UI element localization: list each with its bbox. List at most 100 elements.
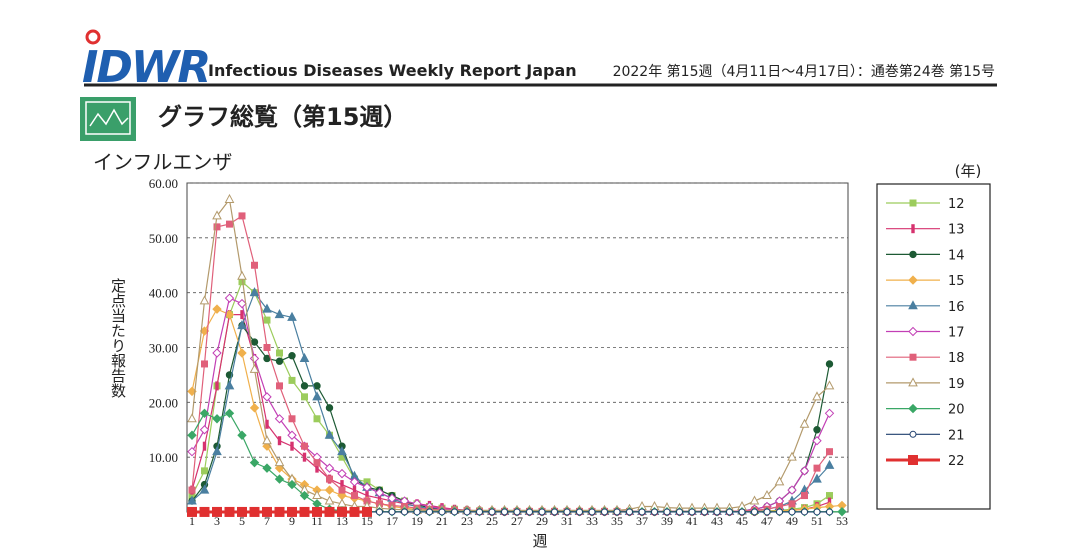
legend-title: (年) [955, 162, 982, 180]
marker [324, 495, 335, 505]
marker [337, 506, 347, 517]
legend-label: 16 [948, 300, 965, 315]
marker [263, 344, 271, 351]
marker [426, 508, 433, 516]
legend-label: 20 [948, 403, 965, 418]
marker [249, 363, 260, 373]
marker [199, 425, 210, 435]
marker [250, 338, 259, 346]
legend-label: 18 [948, 351, 965, 366]
x-tick-label: 21 [436, 514, 448, 528]
marker [787, 485, 797, 495]
marker [909, 430, 917, 438]
marker [300, 382, 309, 390]
marker [263, 316, 271, 324]
marker [325, 404, 334, 412]
marker [187, 430, 197, 440]
marker [276, 349, 283, 357]
marker [812, 391, 822, 401]
marker [224, 408, 235, 419]
y-tick-label: 60.00 [149, 176, 178, 191]
marker [237, 430, 247, 440]
marker [274, 474, 285, 484]
x-tick-label: 27 [511, 514, 523, 528]
x-tick-label: 39 [661, 514, 673, 528]
marker [299, 490, 310, 501]
series-line [191, 297, 831, 513]
series [187, 408, 847, 517]
legend-label: 22 [948, 454, 965, 469]
marker [215, 381, 219, 391]
legend-box [876, 183, 991, 510]
marker [288, 352, 296, 360]
marker [613, 508, 621, 516]
y-tick-label: 30.00 [149, 341, 178, 356]
marker [324, 485, 335, 495]
marker [212, 304, 222, 314]
legend-label: 12 [948, 197, 965, 212]
x-tick-label: 31 [561, 514, 573, 528]
marker [825, 360, 834, 368]
issue: 2022年 第15週（4月11日～4月17日）：通巻第24巻 第15号 [613, 63, 995, 80]
marker [313, 459, 321, 467]
legend-label: 19 [948, 377, 965, 392]
x-tick-label: 47 [761, 514, 773, 528]
marker [908, 275, 918, 285]
marker [826, 508, 833, 516]
marker [324, 429, 335, 439]
x-tick-label: 37 [636, 514, 648, 528]
legend-label: 13 [948, 223, 965, 238]
marker [262, 435, 272, 445]
marker [237, 298, 247, 309]
marker [199, 295, 210, 305]
marker [908, 403, 918, 414]
x-tick-label: 11 [311, 514, 323, 528]
x-tick-label: 15 [361, 514, 373, 528]
marker [576, 508, 583, 516]
y-tick-label: 10.00 [149, 450, 178, 465]
logo-mark [85, 29, 101, 45]
marker [212, 506, 222, 517]
marker [909, 199, 917, 207]
marker [349, 506, 360, 517]
marker [787, 451, 797, 461]
marker [362, 506, 372, 517]
marker [274, 506, 285, 517]
marker [911, 224, 915, 234]
marker [326, 475, 333, 483]
marker [713, 508, 721, 516]
marker [374, 488, 385, 498]
marker [240, 310, 244, 320]
marker [763, 508, 771, 516]
marker [538, 508, 546, 516]
marker [251, 261, 258, 269]
marker [202, 441, 207, 451]
series [188, 212, 833, 515]
x-tick-label: 13 [336, 514, 348, 528]
marker [312, 506, 322, 517]
marker [299, 352, 310, 362]
marker [349, 477, 360, 487]
legend-label: 21 [948, 428, 965, 443]
marker [212, 414, 222, 424]
subtitle: Infectious Diseases Weekly Report Japan [208, 61, 577, 80]
marker [376, 508, 383, 516]
marker [601, 508, 608, 516]
marker [726, 508, 733, 516]
marker [301, 442, 308, 450]
x-tick-label: 23 [461, 514, 473, 528]
marker [801, 492, 808, 500]
x-tick-label: 17 [386, 514, 398, 528]
marker [824, 380, 835, 390]
marker [302, 452, 307, 462]
marker [249, 353, 260, 364]
marker [187, 506, 197, 517]
marker [563, 508, 571, 516]
marker [824, 459, 835, 469]
series-line [191, 412, 842, 513]
marker [824, 408, 835, 419]
marker [187, 446, 197, 457]
legend-label: 17 [948, 326, 965, 341]
marker [199, 506, 210, 517]
